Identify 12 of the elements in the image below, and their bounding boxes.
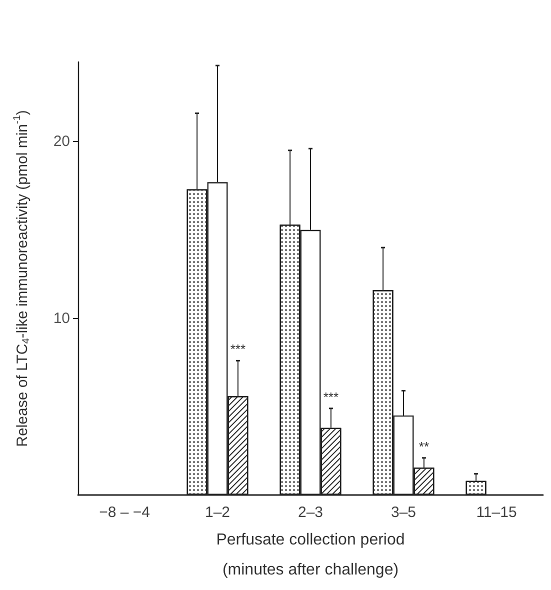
y-tick-label: 20 <box>53 133 70 150</box>
x-tick-label: 2–3 <box>298 504 324 521</box>
annotation: *** <box>323 389 339 404</box>
x-tick-label: 1–2 <box>204 504 230 521</box>
x-axis-title: Perfusate collection period (minutes after challenge) <box>216 532 405 578</box>
x-tick-label: 3–5 <box>390 504 416 521</box>
y-tick-label: 10 <box>53 310 70 327</box>
x-tick-label: 11–15 <box>476 504 517 521</box>
y-axis-title: Release of LTC4-like immunoreactivity (pmol min-1) <box>12 110 32 447</box>
annotation: ** <box>418 438 430 454</box>
x-tick-label: −8 – −4 <box>99 504 150 521</box>
annotation: *** <box>230 342 246 357</box>
